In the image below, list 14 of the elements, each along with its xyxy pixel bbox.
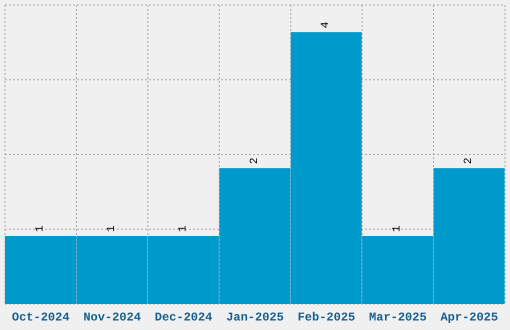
x-tick-label: Apr-2025 xyxy=(440,310,498,325)
data-label: 2 xyxy=(463,157,476,164)
data-label: 1 xyxy=(177,225,190,232)
data-label: 1 xyxy=(34,225,46,232)
x-tick-label: Dec-2024 xyxy=(154,310,212,325)
x-tick-label: Nov-2024 xyxy=(83,310,141,325)
x-tick-label: Jan-2025 xyxy=(226,310,284,325)
data-label: 1 xyxy=(392,225,404,232)
data-label: 1 xyxy=(106,225,118,232)
data-label: 4 xyxy=(320,21,332,28)
x-tick-label: Oct-2024 xyxy=(12,310,70,325)
data-label: 2 xyxy=(248,157,261,164)
x-tick-label: Feb-2025 xyxy=(298,310,356,325)
x-tick-label: Mar-2025 xyxy=(369,310,427,325)
